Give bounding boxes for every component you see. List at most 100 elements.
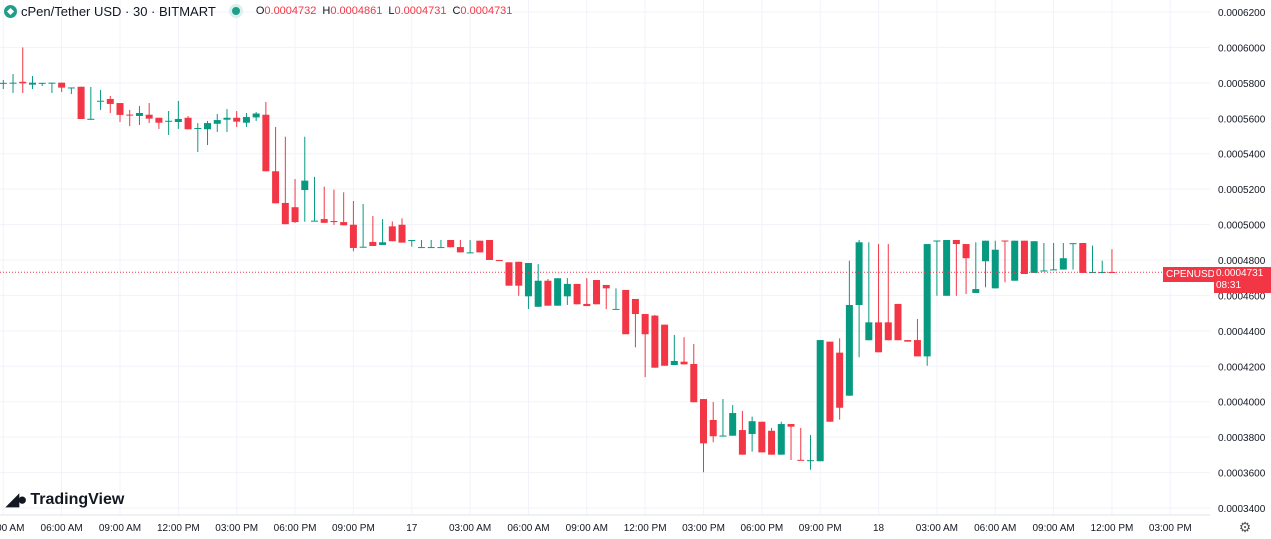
candle[interactable] bbox=[281, 136, 289, 225]
candle[interactable] bbox=[77, 86, 85, 119]
candle[interactable] bbox=[194, 123, 202, 152]
candle[interactable] bbox=[904, 340, 912, 342]
candle[interactable] bbox=[320, 186, 328, 223]
candle[interactable] bbox=[242, 112, 250, 127]
candle[interactable] bbox=[408, 239, 416, 247]
candle[interactable] bbox=[9, 74, 17, 93]
candle[interactable] bbox=[1108, 249, 1116, 274]
candle[interactable] bbox=[505, 262, 513, 286]
candle[interactable] bbox=[213, 114, 221, 132]
candle[interactable] bbox=[456, 239, 464, 253]
candle[interactable] bbox=[573, 283, 581, 305]
candle[interactable] bbox=[554, 278, 562, 306]
candle[interactable] bbox=[155, 117, 163, 129]
candle[interactable] bbox=[777, 421, 785, 455]
candle[interactable] bbox=[466, 239, 474, 254]
candle[interactable] bbox=[379, 219, 387, 245]
candle[interactable] bbox=[845, 260, 853, 396]
candle[interactable] bbox=[641, 314, 649, 378]
candle[interactable] bbox=[311, 176, 318, 222]
candle[interactable] bbox=[447, 239, 455, 248]
candle[interactable] bbox=[116, 103, 124, 123]
candle[interactable] bbox=[97, 89, 105, 110]
tradingview-logo[interactable]: ◢● TradingView bbox=[6, 490, 124, 510]
price-axis[interactable]: 0.0006200 0.0006000 0.0005800 0.0005600 0.00… bbox=[1218, 8, 1266, 515]
candle[interactable] bbox=[38, 82, 46, 87]
candle[interactable] bbox=[952, 239, 960, 296]
candle[interactable] bbox=[262, 101, 270, 172]
candle[interactable] bbox=[1050, 242, 1058, 271]
candle[interactable] bbox=[972, 242, 980, 293]
candle[interactable] bbox=[184, 115, 192, 130]
candle[interactable] bbox=[670, 334, 678, 366]
candle[interactable] bbox=[486, 239, 494, 260]
candle[interactable] bbox=[709, 402, 717, 443]
candle[interactable] bbox=[1069, 243, 1077, 270]
candle[interactable] bbox=[1020, 240, 1028, 274]
candle[interactable] bbox=[816, 340, 824, 462]
candle[interactable] bbox=[797, 427, 805, 461]
candle[interactable] bbox=[1030, 241, 1038, 273]
candle[interactable] bbox=[855, 239, 863, 358]
candle[interactable] bbox=[1001, 240, 1009, 283]
candle[interactable] bbox=[544, 278, 552, 306]
candle[interactable] bbox=[48, 82, 56, 93]
candle[interactable] bbox=[126, 109, 134, 127]
gear-icon[interactable]: ⚙ bbox=[1238, 519, 1252, 535]
candle[interactable] bbox=[836, 338, 844, 420]
candle[interactable] bbox=[145, 103, 153, 124]
candle[interactable] bbox=[729, 405, 737, 436]
candle[interactable] bbox=[593, 280, 601, 305]
candle[interactable] bbox=[233, 111, 241, 127]
candle[interactable] bbox=[58, 82, 66, 93]
candle[interactable] bbox=[1079, 242, 1087, 273]
candle[interactable] bbox=[982, 240, 990, 288]
candle[interactable] bbox=[106, 95, 114, 113]
candle[interactable] bbox=[933, 240, 941, 296]
candle[interactable] bbox=[388, 221, 396, 242]
candle[interactable] bbox=[87, 86, 95, 120]
candle[interactable] bbox=[398, 218, 406, 243]
candle[interactable] bbox=[602, 284, 610, 310]
candle[interactable] bbox=[768, 427, 776, 455]
candle[interactable] bbox=[534, 264, 542, 307]
candle[interactable] bbox=[1011, 240, 1019, 281]
candle[interactable] bbox=[943, 239, 951, 296]
candle[interactable] bbox=[1040, 242, 1048, 272]
candle[interactable] bbox=[359, 204, 367, 248]
candle[interactable] bbox=[758, 421, 766, 453]
candle[interactable] bbox=[826, 341, 834, 422]
candle[interactable] bbox=[1059, 242, 1067, 270]
candle[interactable] bbox=[223, 109, 231, 132]
candle[interactable] bbox=[894, 303, 902, 341]
candle[interactable] bbox=[165, 111, 173, 135]
candle[interactable] bbox=[719, 399, 727, 437]
symbol-title[interactable]: cPen/Tether USD · 30 · BITMART bbox=[21, 3, 216, 19]
time-axis[interactable]: 03:00 AM 06:00 AM 09:00 AM 12:00 PM 03:00 PM… bbox=[0, 523, 1192, 534]
candle[interactable] bbox=[563, 278, 571, 305]
candle[interactable] bbox=[417, 239, 425, 249]
candle[interactable] bbox=[651, 314, 659, 368]
candle[interactable] bbox=[340, 192, 348, 226]
candle[interactable] bbox=[427, 239, 435, 249]
candle[interactable] bbox=[622, 289, 630, 335]
candle[interactable] bbox=[680, 337, 688, 365]
market-open-dot-icon[interactable] bbox=[231, 7, 240, 15]
candle[interactable] bbox=[923, 244, 931, 366]
candle[interactable] bbox=[884, 244, 892, 341]
candle[interactable] bbox=[991, 240, 999, 289]
candle[interactable] bbox=[913, 318, 921, 357]
candle[interactable] bbox=[631, 298, 639, 348]
candle[interactable] bbox=[174, 100, 182, 129]
candle[interactable] bbox=[962, 244, 970, 295]
candle[interactable] bbox=[875, 244, 883, 353]
candle[interactable] bbox=[19, 47, 27, 93]
candle[interactable] bbox=[0, 80, 7, 90]
candle[interactable] bbox=[349, 201, 357, 252]
candle[interactable] bbox=[806, 435, 814, 470]
candle[interactable] bbox=[28, 75, 36, 90]
candle[interactable] bbox=[515, 261, 523, 296]
candle[interactable] bbox=[301, 136, 309, 222]
candle[interactable] bbox=[135, 106, 143, 126]
